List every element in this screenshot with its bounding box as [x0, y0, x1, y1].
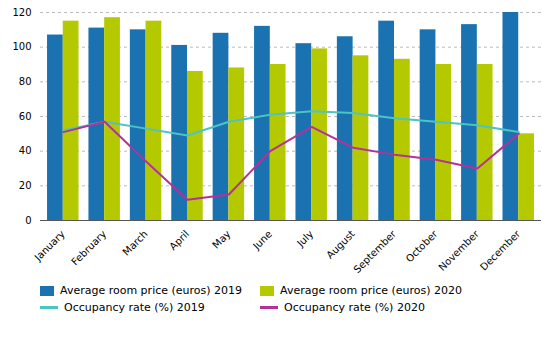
svg-text:March: March — [120, 228, 149, 257]
svg-text:40: 40 — [19, 145, 32, 156]
svg-text:June: June — [250, 228, 274, 252]
svg-text:0: 0 — [25, 215, 31, 226]
svg-text:October: October — [404, 228, 441, 265]
svg-text:May: May — [210, 228, 232, 250]
html-text:Occupancy rate (%) 2020: Occupancy rate (%) 2020 — [284, 301, 425, 314]
svg-text:20: 20 — [19, 180, 32, 191]
svg-text:January: January — [32, 228, 67, 263]
svg-text:April: April — [167, 228, 191, 252]
svg-text:120: 120 — [12, 7, 31, 18]
html-text:Average room price (euros) 201: Average room price (euros) 2019 — [60, 284, 243, 297]
html-text:Occupancy rate (%) 2019: Occupancy rate (%) 2019 — [64, 301, 205, 314]
svg-text:60: 60 — [19, 111, 32, 122]
svg-text:July: July — [294, 228, 315, 249]
svg-text:February: February — [69, 228, 108, 267]
svg-text:September: September — [351, 228, 398, 275]
svg-text:December: December — [478, 228, 523, 273]
svg-text:November: November — [436, 228, 481, 273]
svg-text:100: 100 — [12, 41, 31, 52]
svg-text:August: August — [324, 228, 357, 261]
html-text:Average room price (euros) 202: Average room price (euros) 2020 — [280, 284, 463, 297]
svg-text:80: 80 — [19, 76, 32, 87]
